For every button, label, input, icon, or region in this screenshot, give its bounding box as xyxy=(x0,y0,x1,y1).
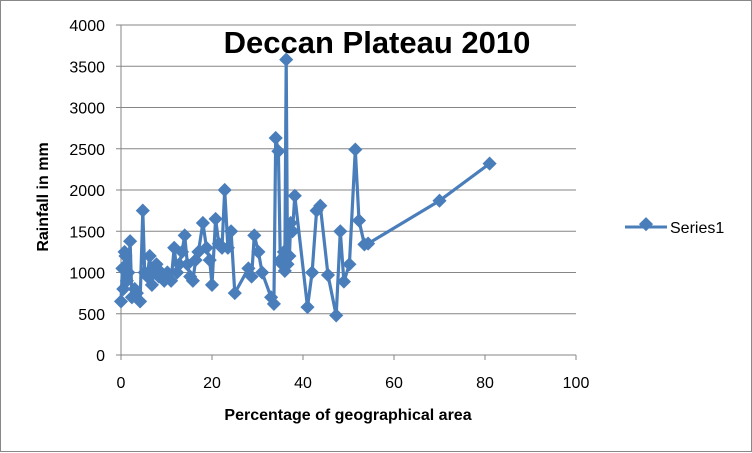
data-point xyxy=(255,265,270,280)
data-point xyxy=(121,265,136,280)
data-point xyxy=(329,308,344,323)
y-axis-title: Rainfall in mm xyxy=(35,142,52,251)
data-point xyxy=(266,296,281,311)
data-point xyxy=(144,277,159,292)
data-point xyxy=(313,198,328,213)
x-tick-label: 100 xyxy=(563,375,590,392)
data-point xyxy=(174,244,190,259)
data-point xyxy=(208,211,223,226)
legend-diamond-marker-icon xyxy=(638,217,654,232)
data-point xyxy=(227,286,242,301)
data-point xyxy=(177,228,192,243)
axes: 0 500 1000 1500 2000 2500 3000 3500 4000 0 20 40 60 8… xyxy=(69,18,589,392)
x-tick-label: 0 xyxy=(117,375,126,392)
data-point xyxy=(135,203,150,218)
data-point xyxy=(361,236,376,251)
data-point xyxy=(285,224,300,239)
data-point xyxy=(432,193,447,208)
legend-entry-series-1: Series1 xyxy=(670,220,724,237)
data-point xyxy=(271,144,286,159)
chart-title: Deccan Plateau 2010 xyxy=(224,25,531,60)
y-tick-label: 1000 xyxy=(69,266,105,283)
data-point xyxy=(342,257,357,272)
data-point xyxy=(320,267,336,283)
data-point xyxy=(224,224,239,239)
data-point xyxy=(348,142,363,157)
data-point xyxy=(482,156,497,171)
y-tick-label: 0 xyxy=(96,348,105,365)
data-point xyxy=(351,213,367,228)
series-1-plot xyxy=(113,52,497,323)
data-point xyxy=(195,215,210,231)
x-axis-title: Percentage of geographical area xyxy=(224,407,471,424)
y-tick-label: 2500 xyxy=(69,142,105,159)
data-point xyxy=(185,273,200,288)
x-tick-label: 80 xyxy=(476,375,494,392)
x-tick-label: 40 xyxy=(294,375,312,392)
data-point xyxy=(244,269,259,284)
data-point xyxy=(217,182,232,198)
x-tick-label: 60 xyxy=(385,375,403,392)
y-tick-label: 500 xyxy=(78,307,105,324)
data-point xyxy=(300,300,315,315)
data-point xyxy=(113,294,129,309)
data-point xyxy=(133,294,148,309)
data-point xyxy=(204,277,220,292)
data-point xyxy=(268,130,283,146)
y-tick-label: 3000 xyxy=(69,101,105,118)
y-tick-label: 3500 xyxy=(69,59,105,76)
data-point xyxy=(279,52,294,67)
data-point xyxy=(199,240,214,255)
data-point xyxy=(282,248,297,264)
data-point xyxy=(123,234,138,249)
y-tick-label: 1500 xyxy=(69,224,105,241)
data-point xyxy=(164,273,179,288)
data-point xyxy=(336,274,351,289)
x-tick-label: 20 xyxy=(203,375,221,392)
data-point xyxy=(247,228,262,243)
data-point xyxy=(142,248,157,264)
data-point xyxy=(220,240,235,255)
y-tick-label: 2000 xyxy=(69,183,105,200)
data-point xyxy=(287,188,302,203)
data-point xyxy=(202,253,217,268)
y-tick-label: 4000 xyxy=(69,18,105,35)
data-point xyxy=(305,265,320,280)
legend: Series1 xyxy=(625,217,724,237)
data-point xyxy=(172,257,187,272)
gridlines xyxy=(121,24,576,315)
data-point xyxy=(251,244,266,259)
data-point xyxy=(333,224,348,239)
